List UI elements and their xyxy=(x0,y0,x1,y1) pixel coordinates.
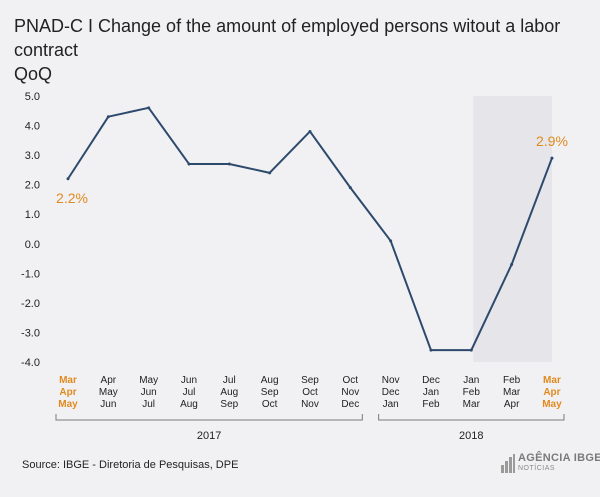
y-tick-label: -4.0 xyxy=(21,357,40,369)
x-tick-label: Sep xyxy=(220,399,238,410)
x-tick-label: Feb xyxy=(503,375,521,386)
logo-subtext: NOTÍCIAS xyxy=(518,465,556,472)
source-note: Source: IBGE - Diretoria de Pesquisas, D… xyxy=(22,459,239,471)
data-point xyxy=(308,129,312,133)
chart-title: PNAD-C I Change of the amount of employe… xyxy=(14,14,589,86)
x-tick-label: Aug xyxy=(220,387,238,398)
x-tick-label: May xyxy=(99,387,118,398)
data-point xyxy=(66,177,70,181)
x-tick-label: Oct xyxy=(262,399,278,410)
x-tick-label: Mar xyxy=(503,387,521,398)
x-tick-label: Nov xyxy=(341,387,359,398)
y-tick-label: 4.0 xyxy=(25,121,40,133)
x-tick-label: Aug xyxy=(180,399,198,410)
x-tick-label: Jul xyxy=(142,399,155,410)
data-point xyxy=(469,348,473,352)
data-point xyxy=(268,171,272,175)
x-tick-label: Feb xyxy=(463,387,481,398)
y-tick-label: 3.0 xyxy=(25,150,40,162)
x-tick-label: Mar xyxy=(59,375,77,386)
x-tick-label: Dec xyxy=(422,375,440,386)
chart-title-line1: PNAD-C I Change of the amount of employe… xyxy=(14,16,561,60)
y-tick-label: -2.0 xyxy=(21,298,40,310)
x-tick-label: Apr xyxy=(543,387,560,398)
group-label: 2017 xyxy=(197,430,221,442)
x-tick-label: Nov xyxy=(301,399,319,410)
data-point xyxy=(550,156,554,160)
x-tick-label: Jun xyxy=(141,387,157,398)
chart-title-line2: QoQ xyxy=(14,64,53,84)
x-tick-label: Jul xyxy=(183,387,196,398)
x-tick-label: Mar xyxy=(463,399,481,410)
group-bracket xyxy=(378,414,565,421)
x-tick-label: Jan xyxy=(423,387,439,398)
x-tick-label: Jun xyxy=(100,399,116,410)
y-tick-label: 5.0 xyxy=(25,91,40,103)
data-point xyxy=(389,239,393,243)
x-tick-label: Jan xyxy=(383,399,399,410)
x-tick-label: Apr xyxy=(59,387,76,398)
x-tick-label: May xyxy=(542,399,562,410)
x-tick-label: Apr xyxy=(504,399,520,410)
data-point xyxy=(510,262,514,266)
data-point xyxy=(429,348,433,352)
y-tick-label: 1.0 xyxy=(25,209,40,221)
x-tick-label: Jul xyxy=(223,375,236,386)
x-tick-label: Jun xyxy=(181,375,197,386)
logo-text: AGÊNCIA IBGE xyxy=(518,452,600,464)
x-tick-label: Nov xyxy=(382,375,400,386)
data-point xyxy=(227,162,231,166)
data-label: 2.9% xyxy=(536,133,568,149)
x-tick-label: Apr xyxy=(101,375,117,386)
x-tick-label: Oct xyxy=(343,375,359,386)
x-tick-label: Feb xyxy=(422,399,440,410)
x-tick-label: Jan xyxy=(463,375,479,386)
agencia-ibge-logo: AGÊNCIA IBGE NOTÍCIAS xyxy=(500,451,600,477)
y-tick-label: -3.0 xyxy=(21,327,40,339)
group-bracket xyxy=(55,414,363,421)
y-tick-label: 0.0 xyxy=(25,239,40,251)
y-tick-label: -1.0 xyxy=(21,268,40,280)
x-tick-label: Aug xyxy=(261,375,279,386)
data-point xyxy=(187,162,191,166)
data-label: 2.2% xyxy=(56,190,88,206)
ibge-logo-icon xyxy=(501,454,515,473)
group-label: 2018 xyxy=(459,430,483,442)
x-tick-label: Sep xyxy=(301,375,319,386)
x-tick-label: Dec xyxy=(382,387,400,398)
x-tick-label: May xyxy=(58,399,78,410)
x-tick-label: May xyxy=(139,375,158,386)
x-tick-label: Dec xyxy=(341,399,359,410)
x-tick-label: Oct xyxy=(302,387,318,398)
data-point xyxy=(106,115,110,119)
x-tick-label: Sep xyxy=(261,387,279,398)
y-tick-label: 2.0 xyxy=(25,180,40,192)
data-point xyxy=(147,106,151,110)
data-point xyxy=(348,186,352,190)
x-tick-label: Mar xyxy=(543,375,561,386)
